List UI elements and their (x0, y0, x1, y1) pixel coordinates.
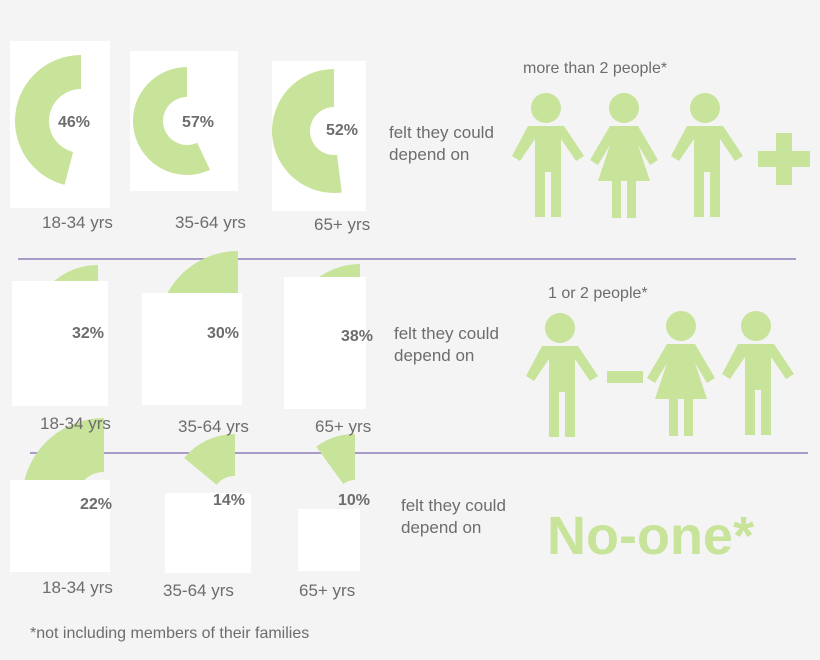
age-label: 65+ yrs (314, 215, 371, 234)
person-male-icon (671, 93, 743, 217)
caption-line: felt they could (389, 123, 494, 142)
age-label: 65+ yrs (315, 417, 372, 436)
person-female-icon (590, 93, 658, 218)
percent-label: 32% (72, 325, 105, 342)
age-label: 18-34 yrs (42, 213, 113, 232)
age-label: 18-34 yrs (42, 578, 113, 597)
percent-label: 14% (213, 492, 246, 509)
person-male-icon (526, 313, 598, 437)
person-female-icon (647, 311, 715, 436)
caption-line: depend on (389, 145, 470, 164)
chart-card (10, 480, 110, 572)
donut-segment (23, 418, 104, 495)
age-label: 35-64 yrs (175, 213, 246, 232)
age-label: 35-64 yrs (178, 417, 249, 436)
person-male-icon (722, 311, 794, 435)
percent-label: 22% (80, 496, 113, 513)
no-one-heading: No-one* (547, 506, 754, 566)
chart-card (142, 293, 242, 405)
percent-label: 46% (58, 114, 91, 131)
minus-icon (607, 371, 643, 383)
donut-segment (132, 67, 210, 175)
row-caption: felt they could depend on (401, 495, 506, 539)
age-label: 35-64 yrs (163, 581, 234, 600)
caption-line: felt they could (394, 324, 499, 343)
chart-card (298, 509, 360, 571)
row-caption: felt they could depend on (394, 323, 499, 367)
donut-segment (184, 434, 235, 485)
plus-icon (758, 133, 810, 185)
caption-line: depend on (394, 346, 475, 365)
footnote: *not including members of their families (30, 625, 310, 642)
row-divider-2 (30, 452, 808, 454)
percent-label: 38% (341, 328, 374, 345)
row-divider-1 (18, 258, 796, 260)
percent-label: 10% (338, 492, 371, 509)
chart-card (12, 281, 108, 406)
row-header: more than 2 people* (523, 60, 668, 77)
age-label: 18-34 yrs (40, 414, 111, 433)
donut-segment (14, 55, 81, 185)
caption-line: depend on (401, 518, 482, 537)
chart-card (284, 277, 366, 409)
row-caption: felt they could depend on (389, 122, 494, 166)
row-header: 1 or 2 people* (548, 285, 648, 302)
donut-segment (316, 434, 355, 484)
donut-segment (272, 69, 342, 193)
percent-label: 30% (207, 325, 240, 342)
person-male-icon (512, 93, 584, 217)
age-label: 65+ yrs (299, 581, 356, 600)
chart-card (165, 493, 251, 573)
percent-label: 57% (182, 114, 215, 131)
caption-line: felt they could (401, 496, 506, 515)
percent-label: 52% (326, 122, 359, 139)
